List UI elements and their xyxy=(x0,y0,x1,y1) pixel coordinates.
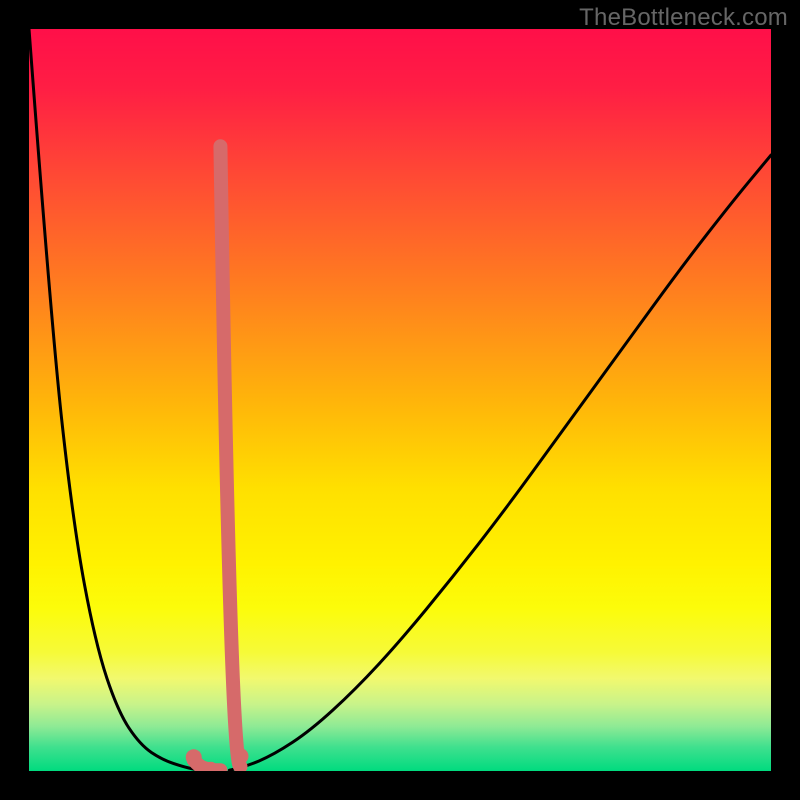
plot-area xyxy=(29,29,771,771)
watermark-text: TheBottleneck.com xyxy=(579,4,788,32)
bottleneck-curve xyxy=(29,29,771,771)
chart-root: TheBottleneck.com xyxy=(0,0,800,800)
